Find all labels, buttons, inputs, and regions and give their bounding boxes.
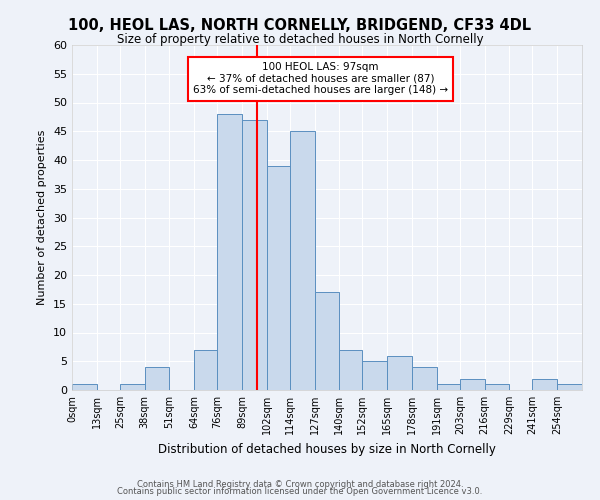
Bar <box>532 378 557 390</box>
X-axis label: Distribution of detached houses by size in North Cornelly: Distribution of detached houses by size … <box>158 442 496 456</box>
Bar <box>194 350 217 390</box>
Bar <box>290 131 314 390</box>
Bar <box>72 384 97 390</box>
Bar <box>460 378 485 390</box>
Bar <box>267 166 290 390</box>
Bar <box>387 356 412 390</box>
Text: 100, HEOL LAS, NORTH CORNELLY, BRIDGEND, CF33 4DL: 100, HEOL LAS, NORTH CORNELLY, BRIDGEND,… <box>68 18 532 32</box>
Bar <box>217 114 242 390</box>
Y-axis label: Number of detached properties: Number of detached properties <box>37 130 47 305</box>
Bar <box>557 384 582 390</box>
Text: Contains HM Land Registry data © Crown copyright and database right 2024.: Contains HM Land Registry data © Crown c… <box>137 480 463 489</box>
Bar <box>437 384 460 390</box>
Text: Contains public sector information licensed under the Open Government Licence v3: Contains public sector information licen… <box>118 487 482 496</box>
Bar <box>485 384 509 390</box>
Bar <box>242 120 267 390</box>
Bar <box>120 384 145 390</box>
Bar <box>314 292 340 390</box>
Bar <box>362 361 387 390</box>
Text: 100 HEOL LAS: 97sqm
← 37% of detached houses are smaller (87)
63% of semi-detach: 100 HEOL LAS: 97sqm ← 37% of detached ho… <box>193 62 448 96</box>
Bar <box>412 367 437 390</box>
Text: Size of property relative to detached houses in North Cornelly: Size of property relative to detached ho… <box>116 32 484 46</box>
Bar <box>145 367 169 390</box>
Bar <box>340 350 362 390</box>
